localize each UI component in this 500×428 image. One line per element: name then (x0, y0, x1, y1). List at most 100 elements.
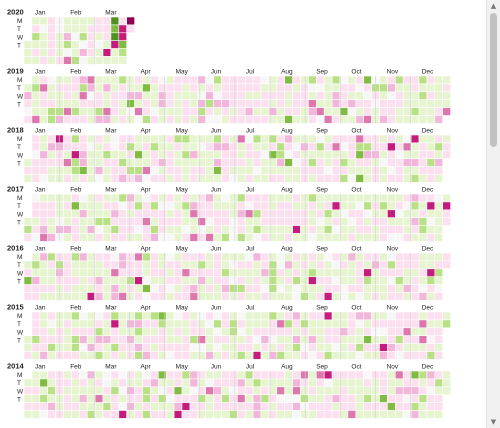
day-cell[interactable] (426, 378, 436, 388)
day-cell[interactable] (134, 91, 143, 101)
day-cell[interactable] (205, 225, 214, 234)
day-cell[interactable] (110, 260, 120, 270)
day-cell[interactable] (126, 201, 135, 211)
day-cell[interactable] (410, 150, 420, 160)
day-cell[interactable] (244, 201, 254, 211)
day-cell[interactable] (434, 410, 443, 419)
day-cell[interactable] (181, 319, 191, 329)
day-cell[interactable] (150, 319, 159, 329)
day-cell[interactable] (165, 319, 175, 329)
day-cell[interactable] (244, 91, 254, 101)
day-cell[interactable] (315, 158, 325, 167)
day-cell[interactable] (102, 91, 112, 101)
day-cell[interactable] (323, 410, 333, 419)
day-cell[interactable] (426, 91, 436, 101)
day-cell[interactable] (418, 284, 428, 293)
day-cell[interactable] (31, 134, 41, 144)
day-cell[interactable] (284, 142, 293, 152)
day-cell[interactable] (339, 193, 349, 203)
day-cell[interactable] (55, 386, 64, 395)
day-cell[interactable] (284, 150, 293, 160)
day-cell[interactable] (110, 233, 120, 242)
day-cell[interactable] (260, 410, 270, 419)
day-cell[interactable] (165, 158, 175, 167)
day-cell[interactable] (102, 115, 112, 124)
day-cell[interactable] (363, 394, 372, 403)
day-cell[interactable] (86, 343, 96, 352)
day-cell[interactable] (300, 83, 309, 93)
day-cell[interactable] (126, 394, 135, 403)
day-cell[interactable] (181, 252, 191, 262)
day-cell[interactable] (126, 75, 135, 85)
day-cell[interactable] (110, 174, 120, 183)
day-cell[interactable] (71, 24, 80, 34)
day-cell[interactable] (118, 24, 128, 34)
day-cell[interactable] (205, 107, 214, 116)
day-cell[interactable] (173, 268, 183, 277)
day-cell[interactable] (94, 166, 104, 175)
day-cell[interactable] (39, 233, 48, 242)
day-cell[interactable] (292, 193, 301, 203)
day-cell[interactable] (244, 370, 254, 380)
day-cell[interactable] (252, 91, 262, 101)
day-cell[interactable] (284, 276, 293, 285)
day-cell[interactable] (213, 394, 222, 403)
day-cell[interactable] (86, 32, 96, 41)
day-cell[interactable] (158, 343, 167, 352)
day-cell[interactable] (39, 166, 48, 175)
day-cell[interactable] (47, 284, 56, 293)
day-cell[interactable] (276, 75, 285, 85)
day-cell[interactable] (418, 115, 428, 124)
day-cell[interactable] (142, 134, 151, 144)
day-cell[interactable] (86, 351, 96, 360)
day-cell[interactable] (165, 107, 175, 116)
day-cell[interactable] (402, 335, 412, 344)
day-cell[interactable] (292, 394, 301, 403)
day-cell[interactable] (134, 166, 143, 175)
day-cell[interactable] (118, 142, 128, 152)
day-cell[interactable] (347, 174, 357, 183)
day-cell[interactable] (126, 292, 135, 301)
day-cell[interactable] (252, 311, 262, 321)
day-cell[interactable] (244, 260, 254, 270)
day-cell[interactable] (47, 351, 56, 360)
day-cell[interactable] (86, 174, 96, 183)
day-cell[interactable] (418, 75, 428, 85)
day-cell[interactable] (158, 327, 167, 336)
day-cell[interactable] (86, 378, 96, 388)
day-cell[interactable] (347, 319, 357, 329)
day-cell[interactable] (394, 142, 404, 152)
day-cell[interactable] (86, 40, 96, 49)
day-cell[interactable] (213, 99, 222, 108)
day-cell[interactable] (118, 201, 128, 211)
day-cell[interactable] (181, 370, 191, 380)
day-cell[interactable] (323, 99, 333, 108)
day-cell[interactable] (23, 158, 33, 167)
day-cell[interactable] (418, 394, 428, 403)
day-cell[interactable] (315, 233, 325, 242)
day-cell[interactable] (55, 370, 64, 380)
day-cell[interactable] (252, 225, 262, 234)
day-cell[interactable] (434, 158, 443, 167)
day-cell[interactable] (118, 335, 128, 344)
day-cell[interactable] (94, 75, 104, 85)
day-cell[interactable] (165, 91, 175, 101)
day-cell[interactable] (102, 386, 112, 395)
day-cell[interactable] (442, 134, 451, 144)
day-cell[interactable] (94, 40, 104, 49)
day-cell[interactable] (197, 319, 207, 329)
day-cell[interactable] (47, 115, 56, 124)
day-cell[interactable] (347, 292, 357, 301)
day-cell[interactable] (71, 32, 80, 41)
day-cell[interactable] (300, 351, 309, 360)
day-cell[interactable] (173, 335, 183, 344)
day-cell[interactable] (331, 343, 341, 352)
day-cell[interactable] (71, 252, 80, 262)
day-cell[interactable] (150, 378, 159, 388)
day-cell[interactable] (189, 201, 199, 211)
day-cell[interactable] (142, 201, 151, 211)
day-cell[interactable] (110, 134, 120, 144)
day-cell[interactable] (158, 142, 167, 152)
day-cell[interactable] (300, 327, 309, 336)
day-cell[interactable] (323, 378, 333, 388)
